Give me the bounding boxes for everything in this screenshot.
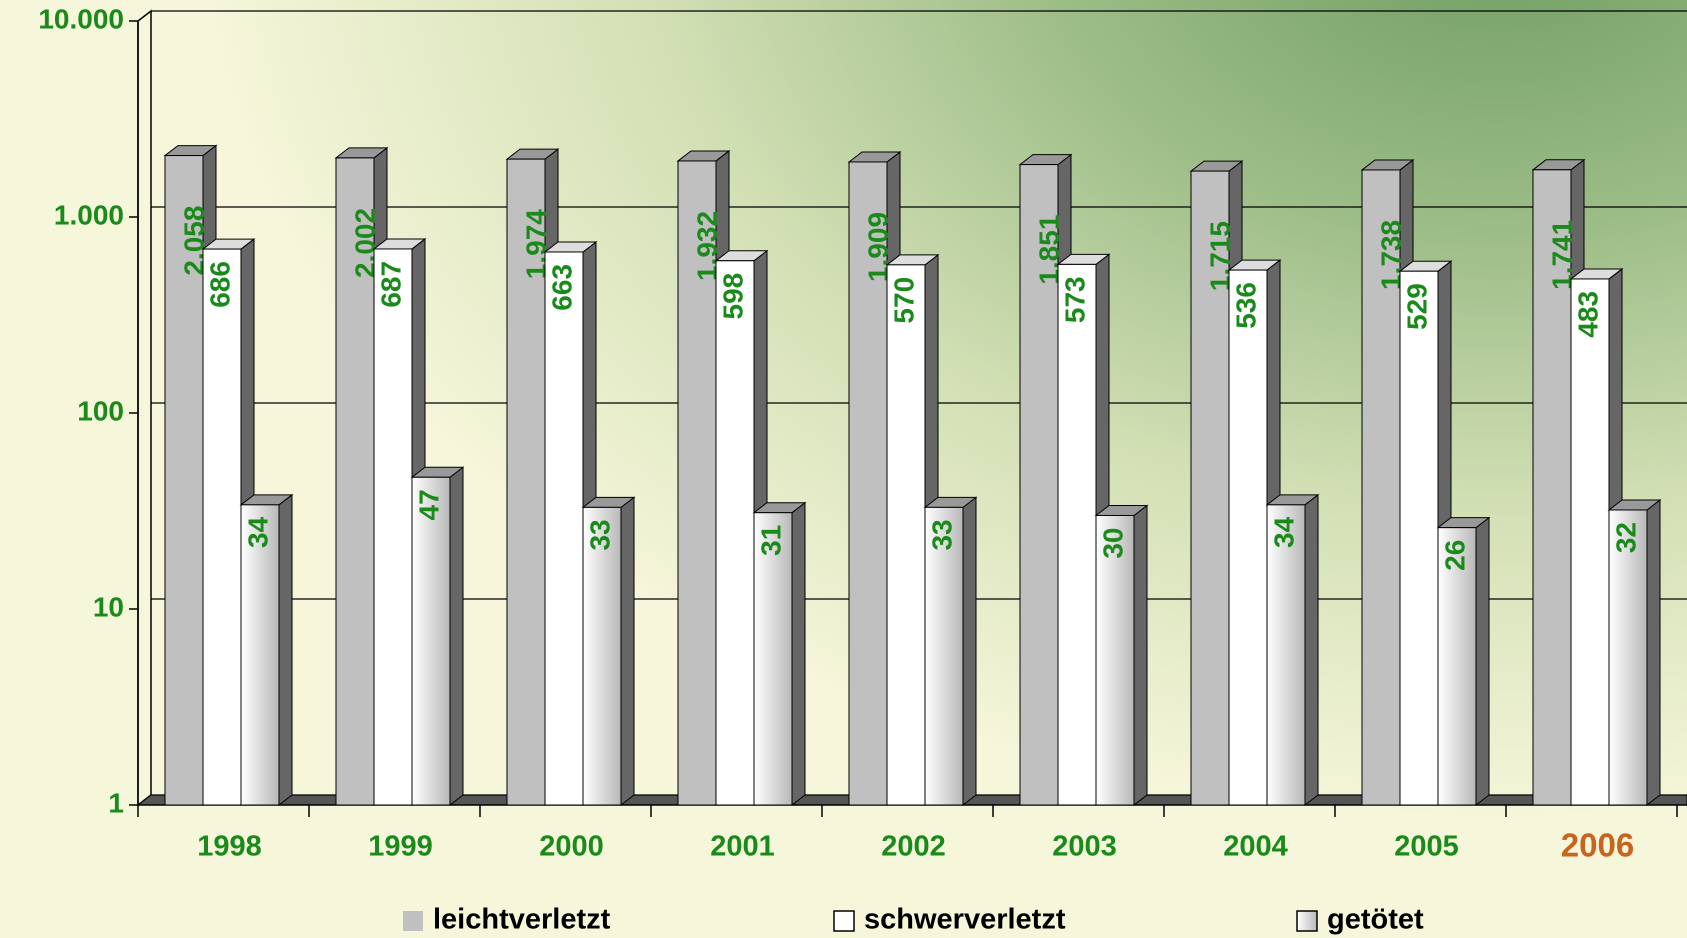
legend-swatch xyxy=(403,911,423,931)
value-label: 30 xyxy=(1097,527,1128,558)
value-label: 570 xyxy=(888,277,919,324)
bar xyxy=(335,157,375,806)
y-tick-label: 1 xyxy=(108,787,124,818)
value-label: 573 xyxy=(1059,276,1090,323)
value-label: 598 xyxy=(717,273,748,320)
bar xyxy=(544,251,584,806)
bar-side xyxy=(1304,493,1319,807)
bar xyxy=(1608,509,1648,806)
legend-swatch xyxy=(1296,910,1318,932)
back-wall-edge xyxy=(137,9,152,807)
bar-side xyxy=(620,496,635,807)
bar xyxy=(164,155,204,806)
y-tick-label: 10.000 xyxy=(38,3,124,34)
bar-side xyxy=(1133,504,1148,807)
bar xyxy=(1095,514,1135,806)
legend-label: schwerverletzt xyxy=(864,904,1066,936)
x-tick-label: 2001 xyxy=(710,831,775,863)
bar xyxy=(753,512,793,806)
x-tick-label: 1999 xyxy=(368,831,433,863)
bar xyxy=(1057,263,1097,806)
x-tick-label: 2004 xyxy=(1223,831,1288,863)
bar xyxy=(1266,504,1306,806)
x-tick-label: 2005 xyxy=(1394,831,1459,863)
bar xyxy=(1228,269,1268,806)
bar xyxy=(715,260,755,806)
value-label: 686 xyxy=(204,261,235,308)
bar xyxy=(1532,169,1572,806)
bar xyxy=(240,504,280,806)
bar xyxy=(1570,278,1610,806)
x-tick-label: 2006 xyxy=(1561,827,1634,864)
bar xyxy=(1190,170,1230,806)
x-tick-label: 2000 xyxy=(539,831,604,863)
value-label: 34 xyxy=(1268,516,1299,548)
value-label: 529 xyxy=(1401,283,1432,330)
value-label: 31 xyxy=(755,525,786,556)
y-tick-label: 10 xyxy=(93,591,124,622)
value-label: 32 xyxy=(1610,522,1641,553)
bar-side xyxy=(278,493,293,807)
bar xyxy=(373,248,413,806)
legend-label: getötet xyxy=(1327,904,1424,936)
bar xyxy=(886,264,926,806)
bar-side xyxy=(962,496,977,807)
bar xyxy=(677,160,717,806)
bar xyxy=(1437,527,1477,806)
value-label: 687 xyxy=(375,261,406,308)
bar-side xyxy=(1475,516,1490,807)
value-label: 26 xyxy=(1439,540,1470,571)
value-label: 536 xyxy=(1230,282,1261,329)
x-tick-label: 1998 xyxy=(197,831,262,863)
value-label: 33 xyxy=(926,519,957,550)
y-tick-label: 100 xyxy=(77,395,124,426)
bar xyxy=(582,506,622,806)
value-label: 663 xyxy=(546,264,577,311)
bar xyxy=(1399,270,1439,806)
bar xyxy=(202,248,242,806)
value-label: 34 xyxy=(242,516,273,548)
bar-side xyxy=(791,501,806,807)
bar xyxy=(411,476,451,806)
value-label: 483 xyxy=(1572,291,1603,338)
bar-side xyxy=(449,466,464,807)
bar xyxy=(848,161,888,806)
value-label: 47 xyxy=(413,489,444,520)
legend-label: leichtverletzt xyxy=(433,904,611,936)
value-label: 33 xyxy=(584,519,615,550)
legend-swatch xyxy=(833,910,855,932)
bar xyxy=(924,506,964,806)
x-tick-label: 2003 xyxy=(1052,831,1117,863)
y-tick-label: 1.000 xyxy=(54,199,124,230)
bar-side xyxy=(1646,498,1661,807)
x-tick-label: 2002 xyxy=(881,831,946,863)
